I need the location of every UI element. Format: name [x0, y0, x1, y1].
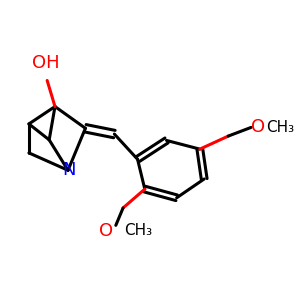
Text: O: O [99, 221, 113, 239]
Text: CH₃: CH₃ [124, 223, 153, 238]
Text: N: N [63, 161, 76, 179]
Text: OH: OH [32, 54, 59, 72]
Text: O: O [250, 118, 265, 136]
Text: CH₃: CH₃ [266, 120, 294, 135]
